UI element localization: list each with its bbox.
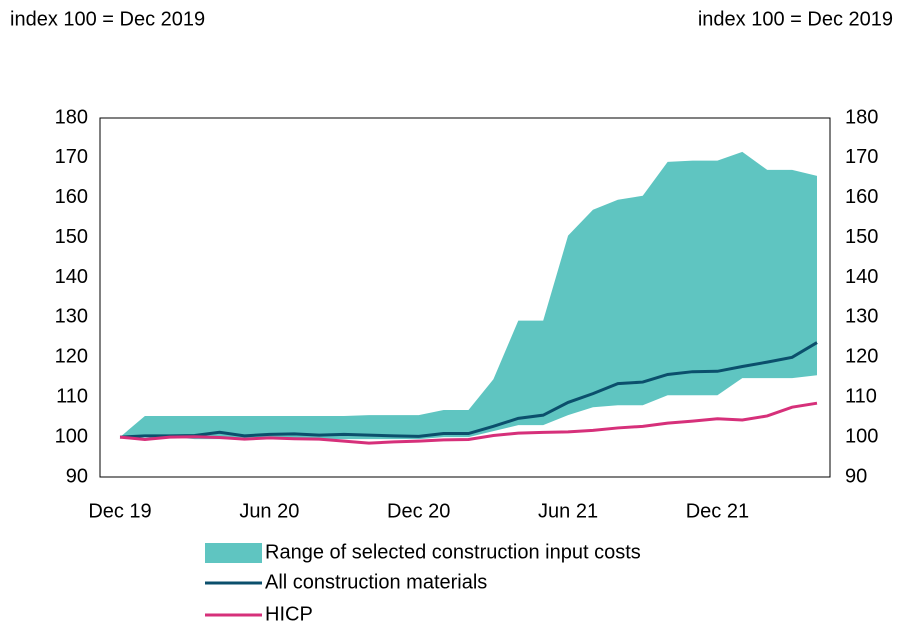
y-tick-label: 130 [55,306,88,328]
y2-axis-label: index 100 = Dec 2019 [698,8,893,30]
y2-tick-label: 100 [845,425,878,447]
x-tick-label: Dec 20 [387,500,450,522]
y2-tick-label: 130 [845,306,878,328]
y2-tick-label: 110 [845,386,877,408]
y2-tick-label: 90 [845,465,867,487]
y-axis-label: index 100 = Dec 2019 [10,8,205,30]
line-series [119,341,818,439]
y-tick-label: 110 [56,386,88,408]
y-tick-label: 150 [55,226,88,248]
y2-tick-label: 160 [845,186,878,208]
legend-label: Range of selected construction input cos… [265,541,641,563]
y2-tick-label: 180 [845,106,878,128]
range-area [120,151,817,440]
y2-tick-label: 140 [845,266,878,288]
y-tick-label: 120 [55,346,88,368]
y-tick-label: 90 [66,465,88,487]
x-tick-label: Dec 21 [686,500,749,522]
x-tick-label: Jun 21 [538,500,598,522]
legend-label: All construction materials [265,571,487,593]
legend-label: HICP [265,603,313,625]
plot-frame [99,117,831,478]
x-tick-label: Jun 20 [239,500,299,522]
legend-swatch [205,543,262,563]
y-tick-label: 140 [55,266,88,288]
y-tick-label: 180 [55,106,88,128]
y-tick-label: 160 [55,186,88,208]
line-series [119,401,818,445]
y2-tick-label: 170 [845,146,878,168]
y2-tick-label: 120 [845,346,878,368]
y-tick-label: 170 [55,146,88,168]
x-tick-label: Dec 19 [88,500,151,522]
y-tick-label: 100 [55,425,88,447]
y2-tick-label: 150 [845,226,878,248]
